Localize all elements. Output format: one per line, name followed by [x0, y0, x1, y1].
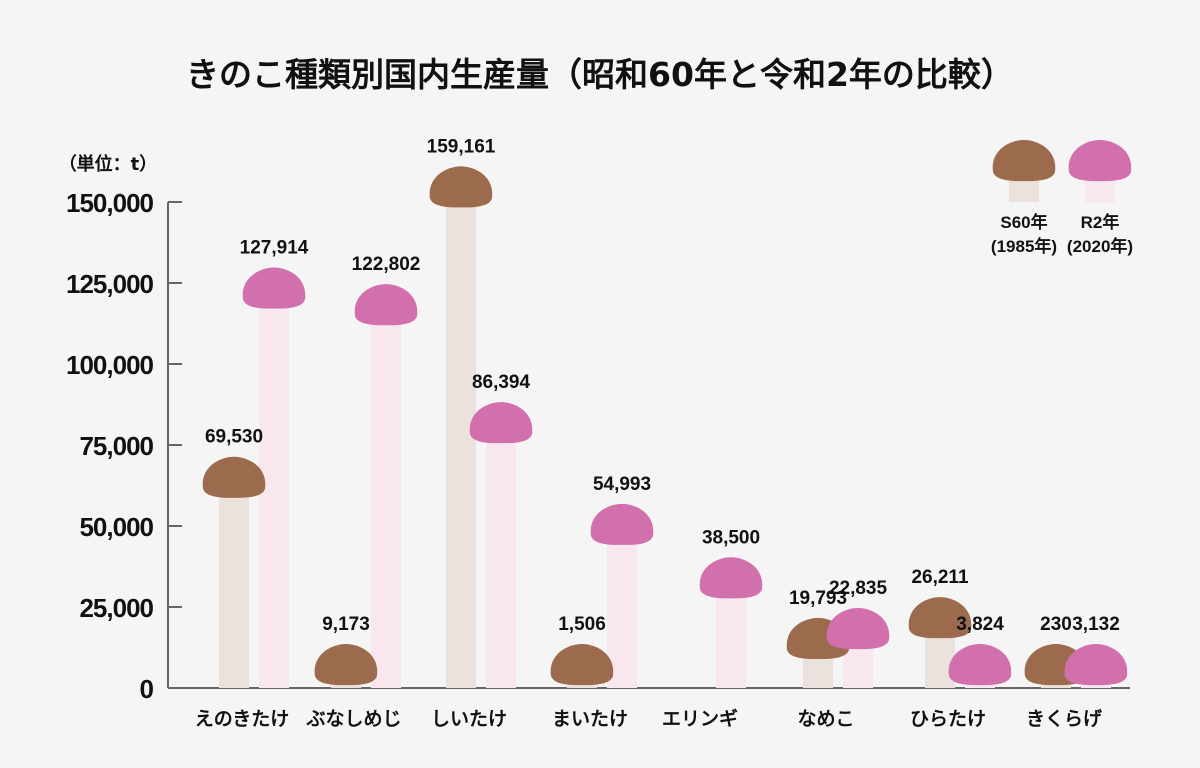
y-tick-label: 25,000 [79, 593, 153, 623]
y-tick-label: 50,000 [79, 512, 153, 542]
mushroom-cap-bar [354, 284, 418, 326]
legend-cap-swatch [992, 140, 1056, 182]
mushroom-cap-bar [202, 456, 266, 498]
data-label: 22,835 [829, 578, 888, 599]
mushroom-cap-bar [429, 166, 493, 208]
data-label: 38,500 [702, 527, 760, 548]
x-category-label: エリンギ [662, 708, 738, 730]
mushroom-cap-bar [948, 644, 1012, 686]
unit-label: （単位：t） [59, 153, 158, 175]
x-category-label: きくらげ [1026, 708, 1103, 730]
legend-label: (1985年) [991, 236, 1057, 256]
data-label: 3,132 [1072, 614, 1120, 635]
data-label: 86,394 [472, 372, 531, 393]
x-category-label: ぶなしめじ [305, 708, 401, 730]
mushroom-stem [607, 533, 637, 688]
data-label: 127,914 [240, 238, 309, 259]
data-label: 69,530 [205, 427, 263, 448]
data-label: 26,211 [911, 567, 968, 588]
mushroom-stem [486, 432, 516, 688]
data-label: 159,161 [427, 136, 496, 157]
x-category-label: えのきたけ [195, 708, 289, 730]
x-category-label: ひらたけ [910, 708, 986, 730]
data-label: 122,802 [352, 254, 421, 275]
legend-cap-swatch [1068, 140, 1132, 182]
y-tick-label: 150,000 [66, 188, 154, 218]
legend-label: S60年 [1000, 212, 1047, 232]
mushroom-stem [371, 314, 401, 688]
data-label: 9,173 [322, 614, 370, 635]
x-category-label: まいたけ [552, 708, 628, 730]
data-label: 1,506 [558, 614, 606, 635]
y-tick-label: 100,000 [66, 350, 154, 380]
x-category-label: しいたけ [431, 708, 507, 730]
data-label: 230 [1040, 614, 1072, 635]
data-label: 54,993 [593, 474, 651, 495]
mushroom-cap-bar [826, 608, 890, 650]
legend-label: R2年 [1081, 212, 1120, 232]
data-label: 3,824 [956, 614, 1004, 635]
mushroom-cap-bar [908, 597, 972, 639]
mushroom-cap-bar [1064, 644, 1128, 686]
legend-label: (2020年) [1067, 236, 1133, 256]
chart-title: きのこ種類別国内生産量（昭和60年と令和2年の比較） [186, 55, 1014, 94]
y-tick-label: 0 [140, 674, 154, 704]
legend: S60年 (1985年) R2年 (2020年) [991, 140, 1133, 256]
mushroom-stem [716, 587, 746, 688]
mushroom-stem [446, 196, 476, 688]
y-tick-label: 125,000 [66, 269, 154, 299]
mushroom-cap-bar [550, 644, 614, 686]
mushroom-cap-bar [469, 402, 533, 444]
mushroom-stem [219, 486, 249, 688]
mushroom-cap-bar [242, 267, 306, 309]
mushroom-cap-bar [314, 644, 378, 686]
data-label: 19,793 [789, 588, 847, 609]
mushroom-stem [259, 297, 289, 688]
mushroom-cap-bar [699, 557, 763, 599]
y-tick-label: 75,000 [79, 431, 153, 461]
mushroom-cap-bar [590, 503, 654, 545]
x-category-label: なめこ [797, 708, 854, 730]
